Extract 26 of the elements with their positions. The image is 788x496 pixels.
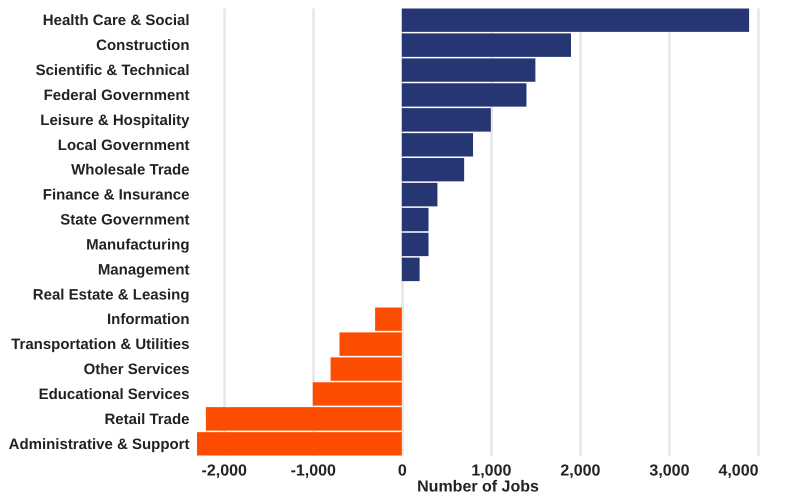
x-tick-label: 4,000: [718, 462, 759, 480]
x-axis-title: Number of Jobs: [417, 478, 539, 496]
y-tick-label: Scientific & Technical: [36, 62, 190, 80]
x-tick-label: -1,000: [290, 462, 336, 480]
y-tick-label: Transportation & Utilities: [11, 336, 190, 354]
y-tick-label: Health Care & Social: [42, 12, 190, 30]
y-tick-label: Real Estate & Leasing: [32, 286, 190, 304]
x-tick-label: 2,000: [560, 462, 601, 480]
x-tick-label: 0: [398, 462, 407, 480]
y-tick-label: Management: [98, 261, 190, 278]
y-tick-label: Information: [107, 311, 190, 328]
y-tick-label: Educational Services: [38, 386, 190, 403]
x-tick-label: 1,000: [471, 462, 512, 480]
y-tick-label: Construction: [96, 37, 190, 54]
y-tick-label: State Government: [60, 212, 190, 229]
y-tick-label: Retail Trade: [104, 410, 190, 428]
x-tick-label: 3,000: [649, 462, 690, 480]
y-tick-label: Wholesale Trade: [71, 162, 190, 179]
y-tick-label: Other Services: [84, 361, 190, 378]
y-tick-label: Finance & Insurance: [42, 186, 190, 204]
y-tick-label: Local Government: [58, 136, 190, 154]
y-tick-label: Federal Government: [44, 86, 190, 104]
y-tick-label: Manufacturing: [86, 236, 190, 254]
y-tick-label: Leisure & Hospitality: [40, 112, 190, 129]
y-tick-label: Administrative & Support: [8, 436, 190, 453]
x-tick-label: -2,000: [202, 462, 247, 480]
